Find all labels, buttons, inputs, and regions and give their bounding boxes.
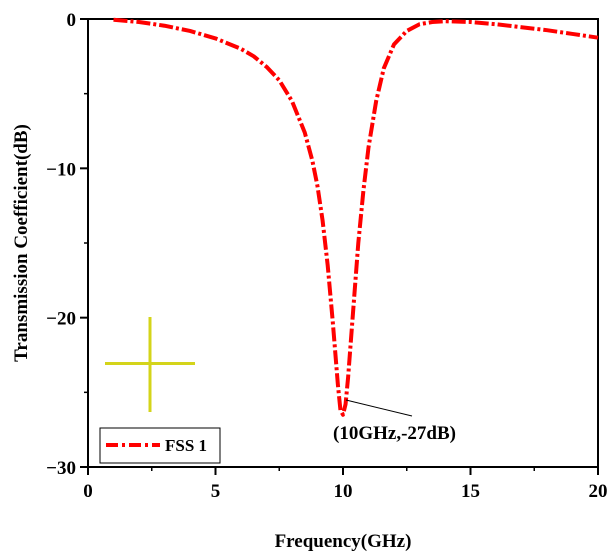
plot-frame xyxy=(87,18,599,468)
y-tick-label: 0 xyxy=(67,10,77,31)
y-tick-label: −10 xyxy=(46,159,76,180)
axis-ticks xyxy=(80,18,599,475)
cross-shaped-fss-unit-icon xyxy=(105,317,195,412)
y-tick-label: −30 xyxy=(46,458,76,479)
y-tick-label: −20 xyxy=(46,309,76,330)
x-tick-label: 0 xyxy=(83,481,93,502)
annotation-label: (10GHz,-27dB) xyxy=(333,423,456,444)
y-axis-title: Transmission Coefficient(dB) xyxy=(11,124,32,362)
x-tick-label: 15 xyxy=(461,481,480,502)
x-tick-label: 5 xyxy=(211,481,221,502)
series-fss1 xyxy=(113,17,599,417)
tick-labels: 0 5 10 15 20 0 −10 −20 −30 xyxy=(46,10,607,502)
annotation-leader-line xyxy=(345,399,413,417)
legend: FSS 1 xyxy=(99,427,221,464)
x-axis-title: Frequency(GHz) xyxy=(275,531,412,552)
legend-label: FSS 1 xyxy=(165,436,207,455)
x-tick-label: 10 xyxy=(334,481,353,502)
series-line-fss1 xyxy=(113,17,599,417)
x-tick-label: 20 xyxy=(589,481,608,502)
